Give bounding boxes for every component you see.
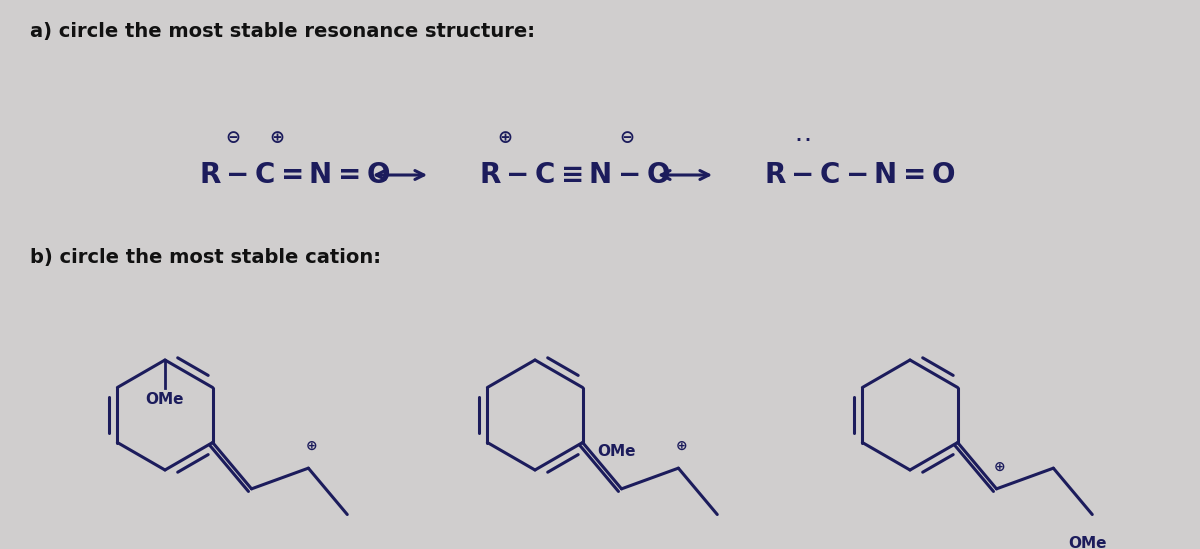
- Text: OMe: OMe: [145, 392, 185, 407]
- Text: ⊕: ⊕: [270, 129, 284, 147]
- Text: ⊕: ⊕: [676, 439, 688, 453]
- Text: ⊕: ⊕: [498, 129, 512, 147]
- Text: ⊕: ⊕: [994, 460, 1006, 474]
- Text: a) circle the most stable resonance structure:: a) circle the most stable resonance stru…: [30, 22, 535, 41]
- Text: ··: ··: [793, 132, 814, 150]
- Text: $\mathbf{R-C=N=O}$: $\mathbf{R-C=N=O}$: [199, 161, 391, 189]
- Text: OMe: OMe: [1068, 536, 1106, 549]
- Text: OMe: OMe: [598, 444, 636, 459]
- Text: $\mathbf{R-C-N=O}$: $\mathbf{R-C-N=O}$: [764, 161, 955, 189]
- Text: $\mathbf{R-C{\equiv}N-O}$: $\mathbf{R-C{\equiv}N-O}$: [479, 161, 671, 189]
- Text: b) circle the most stable cation:: b) circle the most stable cation:: [30, 248, 382, 267]
- Text: ⊖: ⊖: [226, 129, 240, 147]
- Text: ⊕: ⊕: [306, 439, 317, 453]
- Text: ⊖: ⊖: [619, 129, 635, 147]
